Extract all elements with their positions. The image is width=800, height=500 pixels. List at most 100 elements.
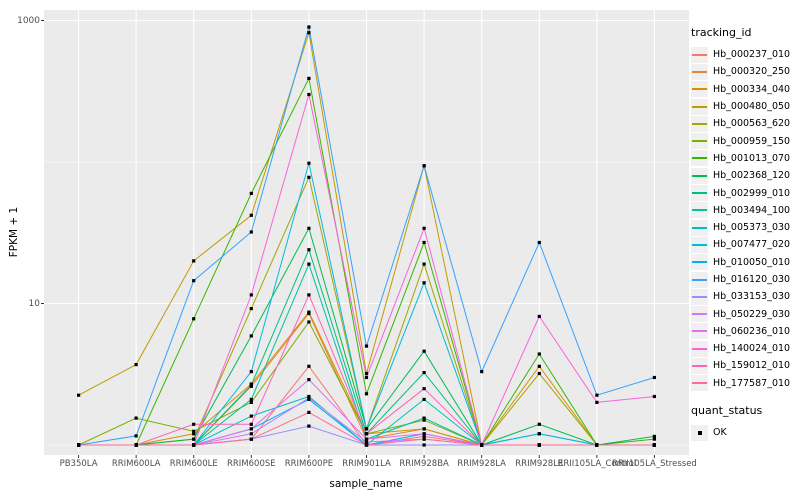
x-tick-label: RRIM600LA [111,459,161,469]
data-point [480,443,484,447]
data-point [537,422,541,426]
data-point [652,437,656,441]
data-point [249,397,253,401]
line-swatch-icon [691,115,708,132]
data-point [249,370,253,374]
legend-item-Hb_000237_010: Hb_000237_010 [691,46,799,63]
legend-item-label: Hb_000320_250 [713,66,791,78]
line-swatch-icon [691,63,708,80]
data-point [307,293,311,297]
data-point [422,397,426,401]
data-point [422,418,426,422]
data-point [249,383,253,387]
x-tick-label: RRIM928LA [457,459,506,469]
data-point [537,432,541,436]
data-point [249,213,253,217]
y-axis-title: FPKM + 1 [8,206,20,258]
data-point [307,25,311,29]
line-swatch-icon [691,98,708,115]
legend: tracking_id Hb_000237_010 Hb_000320_250 Hb… [691,26,799,441]
data-point [364,427,369,431]
data-point [192,317,196,321]
data-point [307,364,311,368]
data-point [307,248,311,252]
line-swatch-icon [691,167,708,184]
x-tick-label: PB350LA [59,459,98,469]
x-tick-label: RRII105LA_Control [557,459,637,469]
line-swatch-icon [691,150,708,167]
line-swatch-icon [691,340,708,357]
data-point [249,414,253,418]
data-point [307,76,311,80]
data-point [307,262,311,266]
legend-item-label: Hb_016120_030 [713,274,791,285]
data-point [422,262,426,266]
data-point [422,349,426,353]
data-point [249,432,253,436]
data-point [249,334,253,338]
y-tick-10: 10 [28,298,40,309]
data-point [537,240,541,245]
data-point [364,371,369,376]
line-swatch-icon [691,236,708,253]
x-axis-title: sample_name [329,478,403,490]
line-swatch-icon [691,375,708,392]
legend-item-label: Hb_159012_010 [713,360,791,372]
line-swatch-icon [691,133,708,150]
data-point [422,443,426,447]
data-point [307,424,311,428]
legend-item-Hb_003494_100: Hb_003494_100 [691,202,799,219]
data-point [537,371,541,376]
line-swatch-icon [691,357,708,374]
legend-item-label: Hb_000334_040 [713,83,791,95]
data-point [77,443,81,447]
data-point [249,307,253,311]
x-tick-label: RRII105LA_Stressed [612,459,697,469]
line-swatch-icon [691,288,708,305]
x-tick-label: RRIM928LE [515,459,564,469]
data-point [364,432,369,436]
data-point [307,378,311,382]
legend-item-label: Hb_005373_030 [713,222,791,234]
data-point [249,422,253,426]
data-point [192,279,196,283]
legend-item-label: Hb_001013_070 [713,152,791,164]
legend-item-Hb_002368_120: Hb_002368_120 [691,167,799,184]
data-point [422,281,426,285]
data-point [422,427,426,431]
legend-item-label: Hb_003494_100 [713,204,791,216]
data-point [537,352,541,356]
data-point [192,432,196,436]
data-point [364,375,369,380]
data-point [249,400,253,404]
data-point [595,400,599,404]
legend-item-Hb_010050_010: Hb_010050_010 [691,254,799,271]
data-point [537,314,541,318]
data-point [422,416,426,420]
legend-title-quant-status: quant_status [691,403,763,417]
data-point [307,320,311,324]
data-point [422,164,426,168]
data-point [249,230,253,234]
x-tick-label: RRIM600PE [284,459,334,469]
legend-item-label: Hb_000480_050 [713,101,791,113]
legend-item-Hb_050229_030: Hb_050229_030 [691,305,799,323]
data-point [249,437,253,441]
data-point [307,410,311,414]
line-swatch-icon [691,323,708,340]
data-point [134,363,138,367]
x-tick-label: RRIM928BA [399,459,449,469]
legend-items: Hb_000237_010 Hb_000320_250 Hb_000334_040 H… [691,46,799,392]
data-point [422,387,426,391]
data-point [364,443,369,447]
legend-item-Hb_000334_040: Hb_000334_040 [691,81,799,98]
data-point [192,422,196,426]
legend-item-Hb_000320_250: Hb_000320_250 [691,63,799,80]
line-swatch-icon [691,81,708,98]
legend-item-label: Hb_060236_010 [713,325,791,337]
x-tick-label: RRIM600LE [169,459,218,469]
x-tick-label: RRIM901LA [342,459,391,469]
data-point [422,434,426,438]
data-point [134,443,138,447]
data-point [480,370,484,374]
